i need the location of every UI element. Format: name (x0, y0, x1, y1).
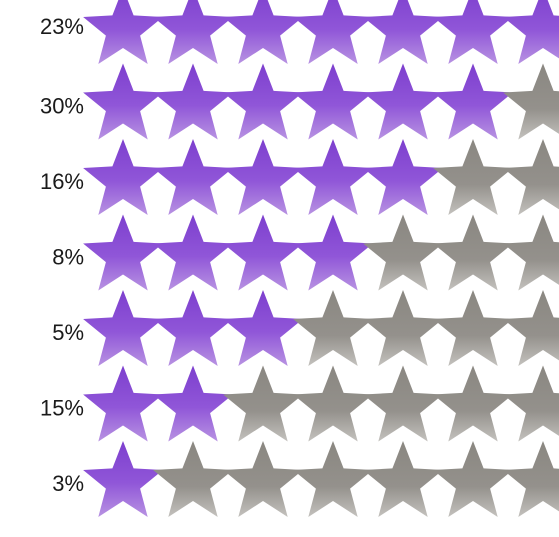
star-icon-empty (363, 290, 443, 366)
star-icon-filled (83, 290, 163, 366)
star-icon-empty (223, 365, 303, 442)
row-label: 8% (52, 245, 84, 270)
star-icon-filled (363, 139, 443, 215)
star-icon-empty (503, 63, 559, 140)
row-labels: 23% 30% 16% 8% 5% 15% 3% (40, 14, 84, 496)
star-icon-filled (83, 0, 163, 64)
row-label: 3% (52, 471, 84, 496)
star-icon-filled (83, 139, 163, 215)
star-icon-empty (503, 441, 559, 517)
star-icon-filled (503, 0, 559, 64)
star-icon-filled (153, 0, 233, 64)
star-icon-empty (503, 139, 559, 215)
star-icon-filled (223, 139, 303, 215)
star-icon-filled (83, 214, 163, 291)
star-icon-filled (363, 0, 443, 64)
star-icon-empty (293, 290, 373, 366)
star-icon-filled (223, 290, 303, 366)
star-icon-filled (153, 139, 233, 215)
star-icon-empty (223, 441, 303, 517)
star-icon-empty (293, 441, 373, 517)
row-label: 23% (40, 14, 84, 39)
star-icon-filled (433, 0, 513, 64)
star-icon-empty (433, 139, 513, 215)
star-icon-empty (433, 290, 513, 366)
star-icon-filled (223, 63, 303, 140)
row-label: 16% (40, 169, 84, 194)
star-icon-empty (363, 365, 443, 442)
star-icon-empty (153, 441, 233, 517)
star-icon-filled (153, 365, 233, 442)
star-icon-filled (83, 441, 163, 517)
star-icon-filled (293, 214, 373, 291)
star-icon-empty (433, 365, 513, 442)
star-icon-filled (83, 365, 163, 442)
star-icon-empty (293, 365, 373, 442)
star-icon-empty (433, 214, 513, 291)
star-icon-filled (153, 214, 233, 291)
row-label: 30% (40, 94, 84, 119)
star-icon-filled (363, 63, 443, 140)
star-icon-filled (293, 139, 373, 215)
star-icon-filled (223, 0, 303, 64)
star-icon-filled (83, 63, 163, 140)
star-icon-empty (503, 290, 559, 366)
star-icon-empty (503, 214, 559, 291)
star-icon-filled (293, 63, 373, 140)
star-icon-filled (293, 0, 373, 64)
star-icon-empty (363, 214, 443, 291)
star-icon-empty (433, 441, 513, 517)
row-label: 15% (40, 396, 84, 421)
star-icon-filled (433, 63, 513, 140)
row-label: 5% (52, 320, 84, 345)
star-icon-filled (153, 290, 233, 366)
star-icon-empty (363, 441, 443, 517)
star-icon-filled (153, 63, 233, 140)
star-grid (83, 0, 559, 517)
star-icon-empty (503, 365, 559, 442)
star-icon-filled (223, 214, 303, 291)
